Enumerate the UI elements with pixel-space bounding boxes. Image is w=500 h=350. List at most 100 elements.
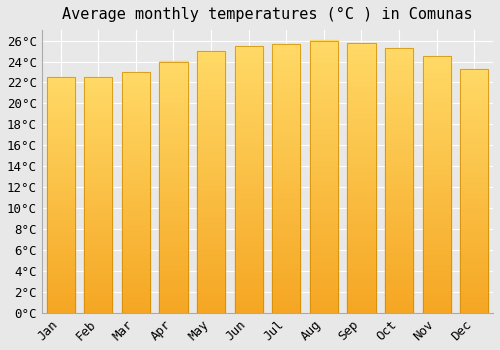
Bar: [122, 224, 150, 226]
Bar: [122, 74, 150, 77]
Bar: [460, 247, 488, 250]
Bar: [84, 77, 112, 79]
Bar: [460, 103, 488, 105]
Bar: [422, 164, 451, 167]
Bar: [272, 189, 300, 192]
Bar: [84, 254, 112, 257]
Bar: [122, 199, 150, 202]
Bar: [348, 232, 376, 235]
Bar: [84, 181, 112, 183]
Bar: [234, 105, 262, 107]
Bar: [84, 108, 112, 110]
Bar: [46, 169, 74, 171]
Bar: [84, 221, 112, 223]
Bar: [160, 69, 188, 72]
Bar: [84, 84, 112, 87]
Bar: [160, 217, 188, 220]
Bar: [348, 51, 376, 54]
Bar: [122, 168, 150, 171]
Bar: [197, 106, 225, 109]
Bar: [234, 62, 262, 64]
Bar: [122, 221, 150, 224]
Bar: [385, 48, 413, 313]
Bar: [385, 191, 413, 194]
Bar: [160, 152, 188, 155]
Bar: [310, 305, 338, 308]
Bar: [272, 275, 300, 278]
Bar: [422, 270, 451, 272]
Bar: [46, 82, 74, 84]
Bar: [460, 81, 488, 84]
Bar: [197, 163, 225, 166]
Bar: [272, 208, 300, 211]
Bar: [160, 205, 188, 208]
Bar: [348, 248, 376, 251]
Bar: [310, 128, 338, 131]
Bar: [46, 98, 74, 101]
Bar: [122, 231, 150, 233]
Bar: [122, 178, 150, 181]
Bar: [122, 258, 150, 260]
Bar: [160, 190, 188, 193]
Bar: [234, 161, 262, 163]
Bar: [84, 77, 112, 313]
Bar: [84, 79, 112, 82]
Bar: [84, 94, 112, 96]
Bar: [46, 285, 74, 287]
Bar: [422, 200, 451, 203]
Bar: [310, 87, 338, 90]
Bar: [460, 86, 488, 89]
Bar: [422, 300, 451, 303]
Bar: [385, 220, 413, 223]
Bar: [422, 74, 451, 77]
Bar: [84, 273, 112, 275]
Bar: [348, 64, 376, 67]
Bar: [122, 185, 150, 188]
Bar: [46, 287, 74, 289]
Bar: [310, 92, 338, 95]
Bar: [348, 275, 376, 278]
Bar: [348, 113, 376, 116]
Bar: [197, 182, 225, 185]
Bar: [122, 260, 150, 262]
Bar: [348, 300, 376, 302]
Bar: [197, 253, 225, 256]
Bar: [385, 90, 413, 93]
Bar: [460, 142, 488, 145]
Bar: [348, 156, 376, 159]
Bar: [422, 272, 451, 274]
Bar: [310, 278, 338, 280]
Bar: [160, 212, 188, 215]
Bar: [422, 190, 451, 193]
Bar: [234, 310, 262, 313]
Bar: [385, 260, 413, 263]
Bar: [46, 261, 74, 264]
Bar: [84, 129, 112, 132]
Bar: [46, 122, 74, 124]
Bar: [422, 203, 451, 205]
Bar: [234, 120, 262, 123]
Bar: [234, 75, 262, 78]
Bar: [160, 207, 188, 210]
Bar: [310, 291, 338, 294]
Bar: [160, 298, 188, 301]
Bar: [197, 245, 225, 247]
Bar: [385, 98, 413, 101]
Bar: [46, 96, 74, 98]
Bar: [385, 228, 413, 231]
Bar: [272, 165, 300, 168]
Bar: [122, 190, 150, 192]
Bar: [310, 226, 338, 229]
Bar: [160, 303, 188, 306]
Bar: [460, 74, 488, 76]
Bar: [46, 228, 74, 231]
Bar: [385, 111, 413, 114]
Bar: [460, 279, 488, 281]
Bar: [385, 300, 413, 302]
Bar: [422, 77, 451, 79]
Bar: [348, 308, 376, 310]
Bar: [84, 264, 112, 266]
Bar: [385, 249, 413, 252]
Bar: [272, 108, 300, 111]
Bar: [385, 284, 413, 287]
